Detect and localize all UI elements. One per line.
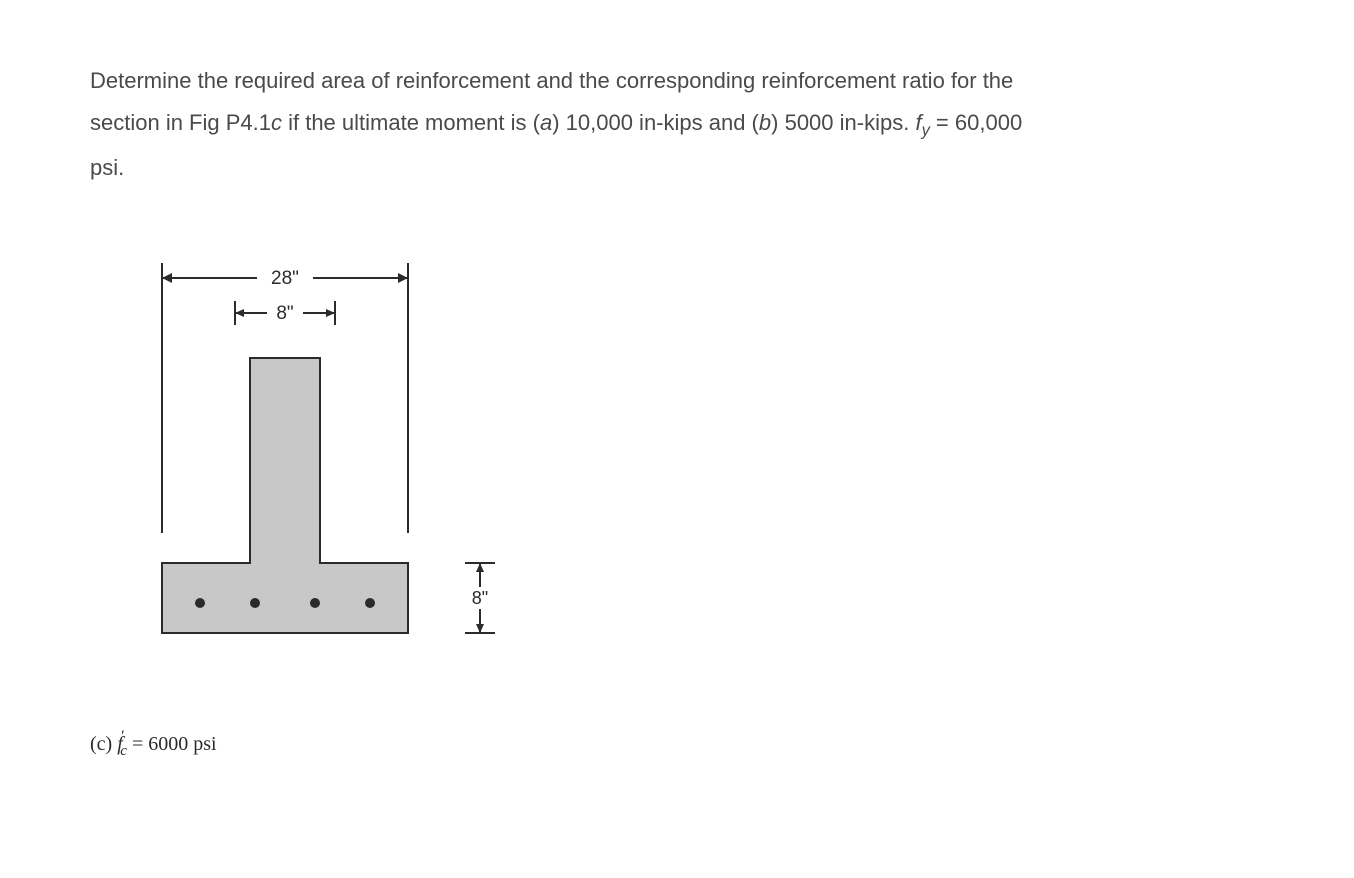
problem-line-2-pre: section in Fig P4.1 bbox=[90, 110, 271, 135]
part-a: a bbox=[540, 110, 552, 135]
part-b: b bbox=[759, 110, 771, 135]
figure-container: 28" 8" 8" bbox=[90, 258, 1264, 678]
fc-prime: ′ bbox=[121, 728, 125, 745]
arrow-left-icon bbox=[162, 273, 172, 283]
problem-end: = 60,000 bbox=[930, 110, 1022, 135]
rebar-dot bbox=[195, 598, 205, 608]
figure-caption: (c) f′c = 6000 psi bbox=[90, 733, 1264, 760]
caption-rest: = 6000 psi bbox=[127, 733, 217, 755]
fc-sub: c bbox=[120, 743, 127, 759]
fy-sub: y bbox=[922, 121, 930, 139]
arrow-right-icon bbox=[398, 273, 408, 283]
fig-letter: c bbox=[271, 110, 282, 135]
dim-label-stem: 8" bbox=[276, 303, 293, 324]
arrow-stem-r-icon bbox=[326, 309, 335, 317]
dim-label-flange: 8" bbox=[472, 588, 488, 608]
problem-line-1: Determine the required area of reinforce… bbox=[90, 68, 1013, 93]
problem-val-b: ) 5000 in-kips. bbox=[771, 110, 915, 135]
arrow-flange-t-icon bbox=[476, 563, 484, 572]
problem-statement: Determine the required area of reinforce… bbox=[90, 60, 1264, 188]
rebar-dot bbox=[310, 598, 320, 608]
rebar-dot bbox=[250, 598, 260, 608]
cross-section-diagram: 28" 8" 8" bbox=[90, 258, 520, 678]
problem-line-3: psi. bbox=[90, 155, 124, 180]
rebar-dot bbox=[365, 598, 375, 608]
arrow-stem-l-icon bbox=[235, 309, 244, 317]
t-section-shape bbox=[162, 358, 408, 633]
caption-part: (c) bbox=[90, 733, 117, 755]
arrow-flange-b-icon bbox=[476, 624, 484, 633]
dim-label-top: 28" bbox=[271, 268, 299, 289]
problem-val-a: ) 10,000 in-kips and ( bbox=[552, 110, 759, 135]
problem-line-2-mid: if the ultimate moment is ( bbox=[282, 110, 540, 135]
